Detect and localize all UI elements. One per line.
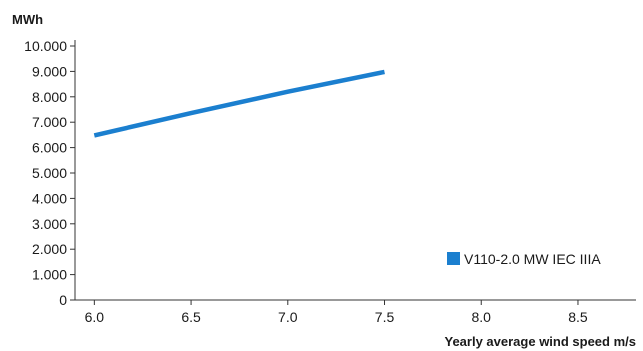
y-tick-label: 7.000	[32, 114, 67, 130]
y-axis-ticks: 0 1.000 2.000 3.000 4.000 5.000 6.000 7.000 8.00…	[24, 38, 75, 308]
legend-swatch	[447, 252, 460, 265]
y-tick-label: 2.000	[32, 241, 67, 257]
y-tick-label: 8.000	[32, 89, 67, 105]
series-line-0	[93, 69, 385, 138]
y-tick-label: 4.000	[32, 190, 67, 206]
series-group	[93, 69, 385, 138]
y-tick-label: 1.000	[32, 267, 67, 283]
x-tick-label: 6.5	[181, 309, 201, 325]
legend-label: V110-2.0 MW IEC IIIA	[464, 251, 601, 267]
y-tick-label: 9.000	[32, 63, 67, 79]
y-tick-label: 10.000	[24, 38, 67, 54]
y-tick-label: 0	[59, 292, 67, 308]
y-tick-label: 5.000	[32, 165, 67, 181]
legend: V110-2.0 MW IEC IIIA	[447, 251, 601, 267]
y-tick-label: 6.000	[32, 140, 67, 156]
x-tick-label: 8.0	[472, 309, 492, 325]
y-tick-label: 3.000	[32, 216, 67, 232]
x-axis-title: Yearly average wind speed m/s	[445, 334, 637, 349]
x-tick-label: 6.0	[85, 309, 105, 325]
y-axis-title: MWh	[12, 12, 43, 27]
x-axis-ticks: 6.0 6.5 7.0 7.5 8.0 8.5	[85, 300, 588, 325]
x-tick-label: 7.0	[278, 309, 298, 325]
x-tick-label: 7.5	[375, 309, 395, 325]
x-tick-label: 8.5	[568, 309, 588, 325]
